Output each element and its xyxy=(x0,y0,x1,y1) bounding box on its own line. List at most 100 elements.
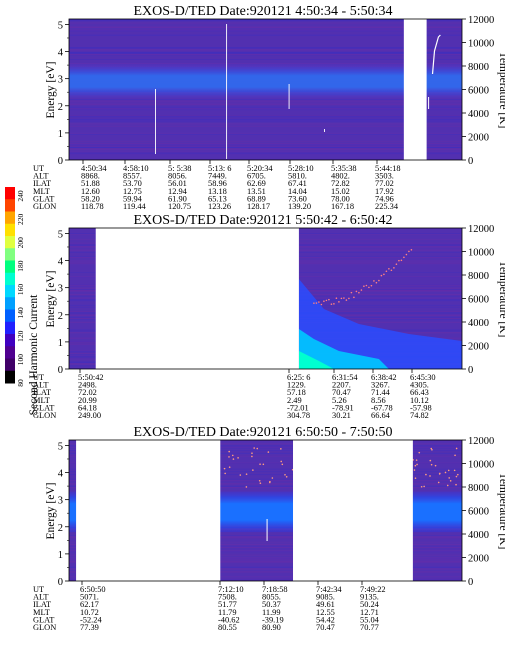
y-tick-label: 0 xyxy=(58,365,63,376)
orbit-value: 4:58:10 xyxy=(123,164,149,173)
panel-2-y-axis-label: Energy [eV] xyxy=(45,271,57,328)
orbit-value: 304.78 xyxy=(287,411,310,420)
y-tick-label: 1 xyxy=(58,338,63,349)
temperature-point xyxy=(355,290,358,293)
orbit-value: 2207. xyxy=(332,381,351,390)
orbit-value: 225.34 xyxy=(375,202,399,211)
temperature-point xyxy=(448,477,451,479)
orbit-value: -40.62 xyxy=(218,615,240,624)
noise-streak xyxy=(69,153,462,155)
y-tick-label: 1 xyxy=(58,129,63,140)
noise-streak xyxy=(69,549,462,551)
y2-tick-label: 8000 xyxy=(468,483,489,494)
noise-streak xyxy=(69,34,462,36)
orbit-value: 55.04 xyxy=(360,615,380,624)
orbit-value: 6:38:42 xyxy=(371,373,397,382)
orbit-value: 9085. xyxy=(316,593,335,602)
noise-streak xyxy=(69,106,462,108)
panel-1-axes: 0 1 2 3 4 5 0 2000 4000 6000 8000 10000 12000 xyxy=(58,15,495,167)
noise-streak xyxy=(69,558,462,560)
orbit-value: 11.99 xyxy=(262,608,281,617)
colorbar-swatch xyxy=(5,211,15,225)
temperature-point xyxy=(328,298,330,301)
orbit-value: 78.00 xyxy=(331,194,350,203)
y-tick-label: 5 xyxy=(58,229,63,240)
temperature-point xyxy=(280,460,283,463)
data-gap xyxy=(76,440,221,581)
spectrogram-panel-3: EXOS-D/TED Date:920121 6:50:50 - 7:50:50… xyxy=(33,425,505,632)
noise-streak xyxy=(69,132,462,134)
orbit-value: 17.92 xyxy=(375,187,394,196)
y2-tick-label: 2000 xyxy=(468,342,489,353)
orbit-row-label: MLT xyxy=(33,396,50,405)
temperature-point xyxy=(416,463,418,466)
orbit-value: 73.60 xyxy=(288,194,307,203)
y2-tick-label: 6000 xyxy=(468,295,489,306)
temperature-point xyxy=(340,297,343,300)
noise-streak xyxy=(69,22,462,24)
orbit-value: 59.94 xyxy=(123,194,143,203)
temperature-point xyxy=(415,459,418,461)
noise-streak xyxy=(69,52,462,54)
colorbar-swatch xyxy=(5,358,15,372)
panel-1-y-axis-label: Energy [eV] xyxy=(45,62,57,119)
orbit-value: 58.20 xyxy=(81,194,100,203)
orbit-value: 5810. xyxy=(288,172,307,181)
spectrogram-panel-2: EXOS-D/TED Date:920121 5:50:42 - 6:50:42… xyxy=(33,213,505,420)
orbit-value: 49.61 xyxy=(316,600,335,609)
noise-streak xyxy=(69,50,462,52)
y2-tick-label: 4000 xyxy=(468,318,489,329)
noise-streak xyxy=(69,108,462,111)
temperature-point xyxy=(455,447,458,450)
noise-streak xyxy=(69,134,462,135)
panel-2-title: EXOS-D/TED Date:920121 5:50:42 - 6:50:42 xyxy=(134,213,393,228)
noise-streak xyxy=(69,536,462,538)
temperature-point xyxy=(437,481,440,484)
y2-tick-label: 6000 xyxy=(468,507,489,518)
temperature-point xyxy=(368,286,370,289)
temperature-point xyxy=(228,456,230,458)
noise-streak xyxy=(69,19,462,21)
orbit-value: 6:25: 6 xyxy=(287,373,311,382)
colorbar-swatch xyxy=(5,334,15,347)
orbit-value: 3503. xyxy=(375,172,394,181)
noise-streak xyxy=(69,547,462,549)
temperature-point xyxy=(323,300,325,302)
noise-streak xyxy=(69,471,462,473)
temperature-point xyxy=(446,484,449,487)
noise-streak xyxy=(69,47,462,49)
orbit-row-label: ILAT xyxy=(33,388,51,397)
colorbar-tick-label: 120 xyxy=(16,330,25,342)
orbit-value: 6:50:50 xyxy=(80,585,106,594)
orbit-row-label: GLAT xyxy=(33,403,54,412)
y-tick-label: 4 xyxy=(58,48,64,59)
orbit-value: -78.91 xyxy=(332,403,354,412)
temperature-point xyxy=(253,447,255,449)
temperature-point xyxy=(425,473,427,476)
temperature-point xyxy=(395,263,398,266)
noise-streak xyxy=(69,147,462,148)
noise-streak xyxy=(69,121,462,123)
y2-tick-label: 8000 xyxy=(468,271,489,282)
temperature-point xyxy=(313,302,315,304)
panel-3-axes: 0 1 2 3 4 5 0 2000 4000 6000 8000 10000 12000 xyxy=(58,436,495,588)
y2-tick-label: 10000 xyxy=(468,39,494,50)
temperature-point xyxy=(239,474,242,476)
temperature-point xyxy=(370,284,373,287)
noise-streak xyxy=(69,559,462,561)
flux-peak xyxy=(298,351,334,369)
noise-streak xyxy=(69,480,462,482)
flux-region xyxy=(298,279,462,369)
y-tick-label: 0 xyxy=(58,577,63,588)
noise-streak xyxy=(69,537,462,539)
temperature-point xyxy=(259,482,262,484)
noise-streak xyxy=(69,143,462,145)
orbit-value: 9135. xyxy=(360,593,379,602)
colorbar-swatch xyxy=(5,297,15,310)
temperature-point xyxy=(284,473,286,476)
orbit-value: 13.18 xyxy=(208,187,227,196)
noise-streak xyxy=(69,536,462,538)
orbit-value: 74.96 xyxy=(375,194,394,203)
orbit-value: 128.17 xyxy=(247,202,270,211)
